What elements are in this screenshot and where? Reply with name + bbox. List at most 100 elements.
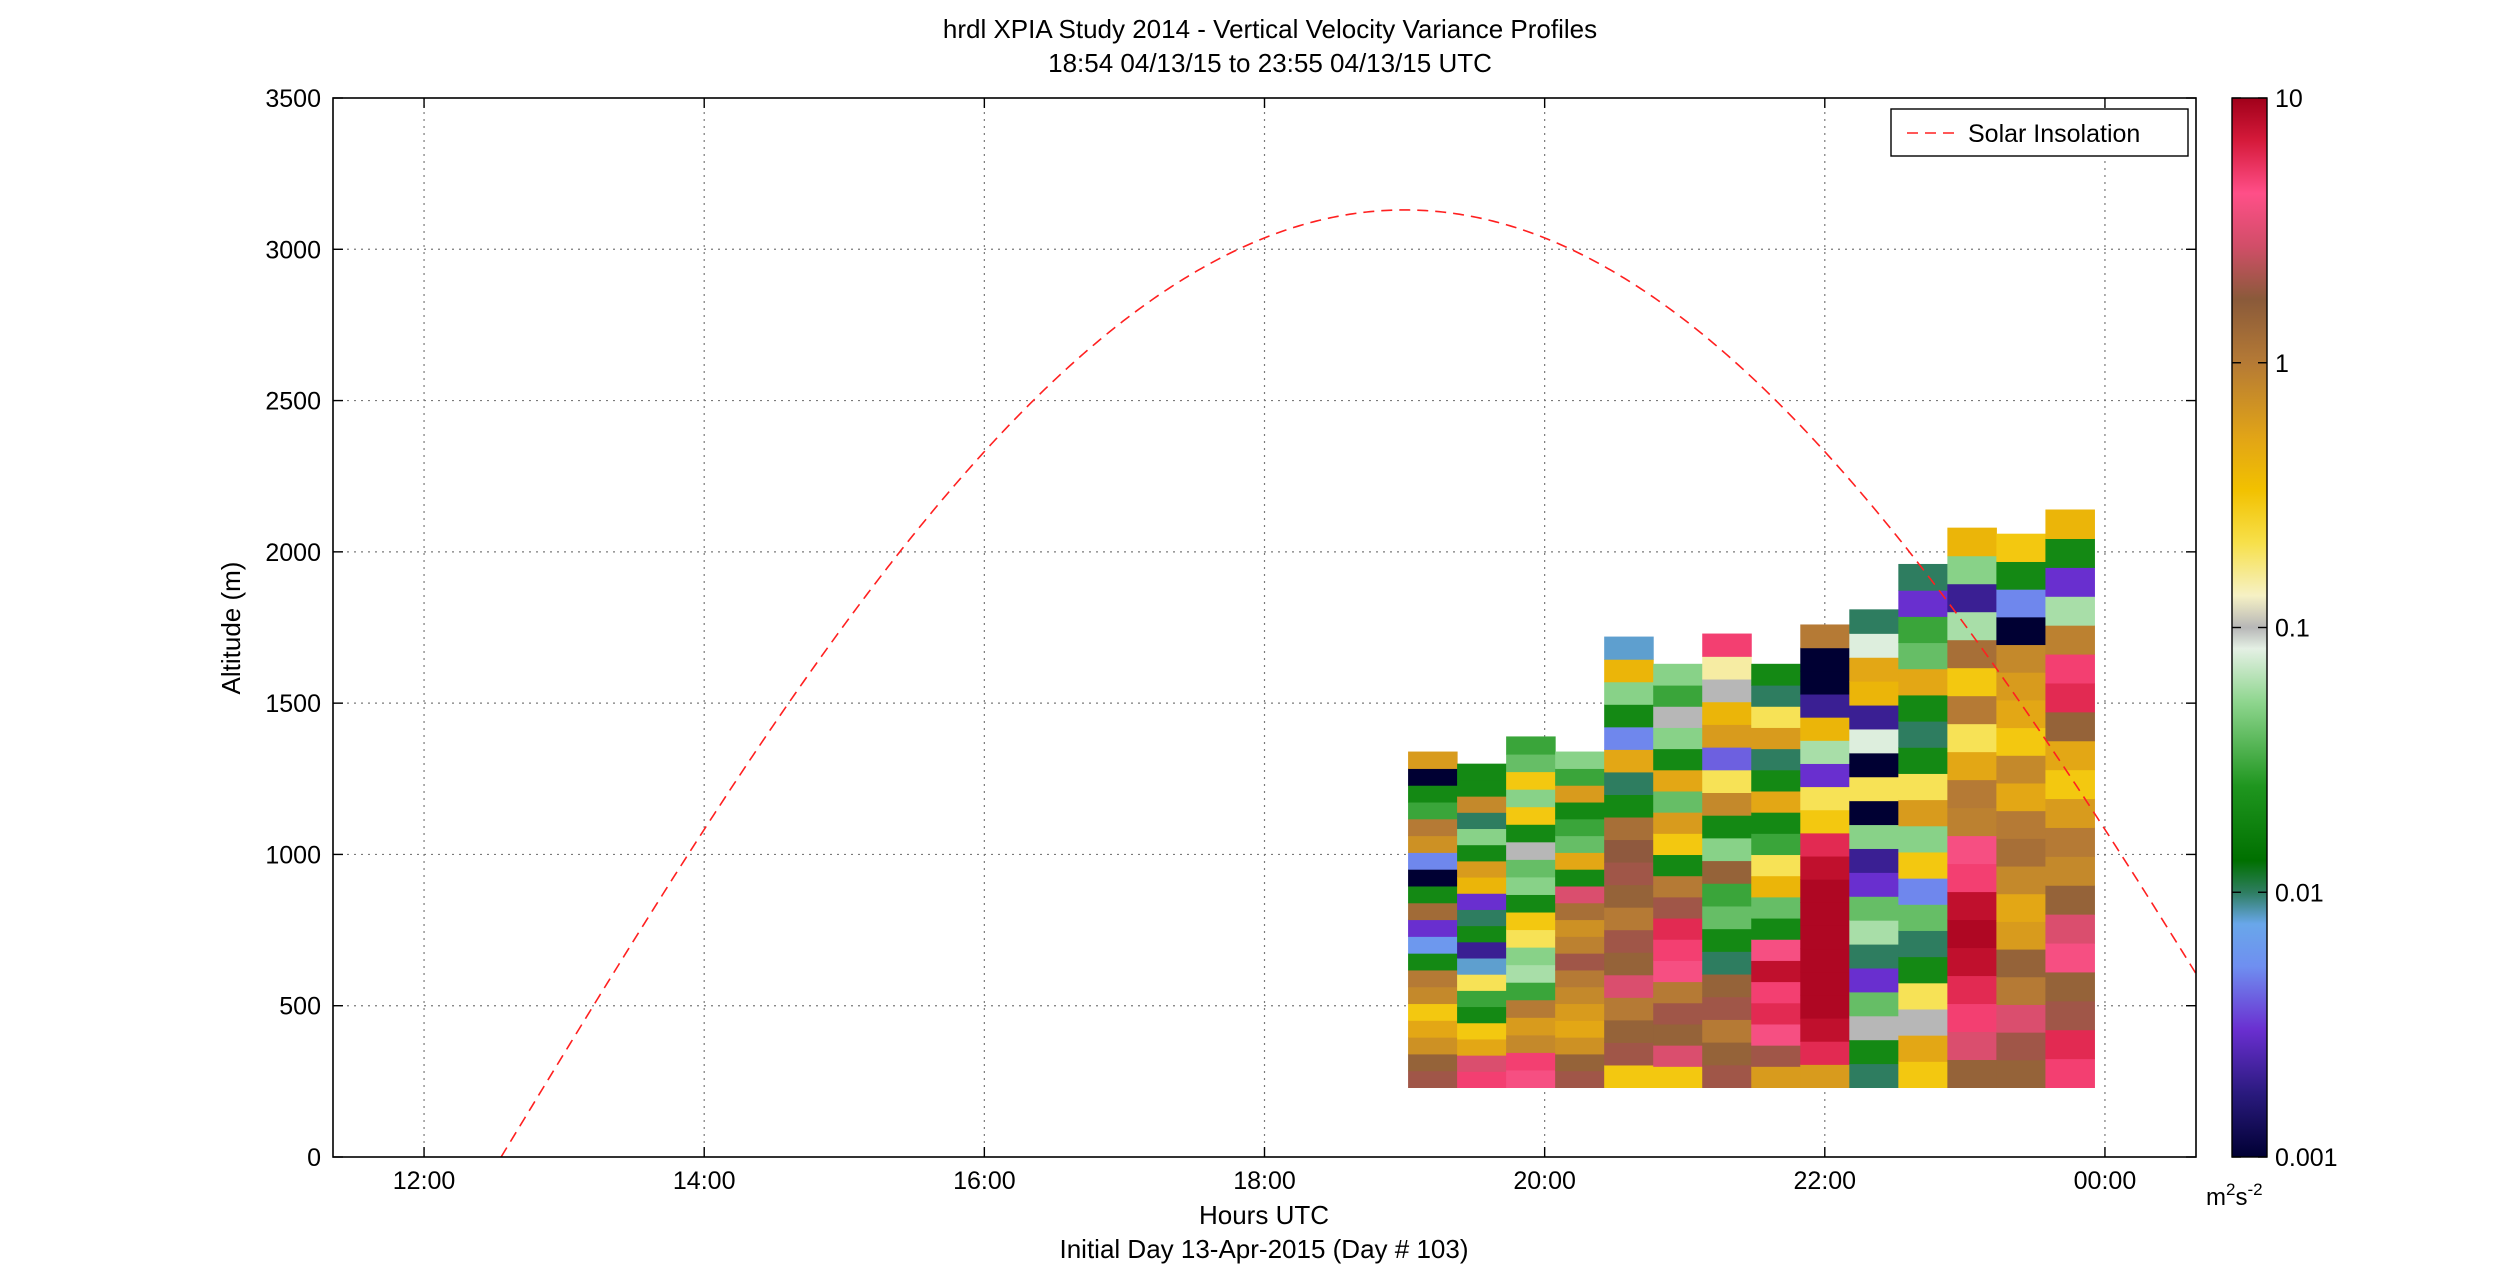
variance-cell — [1653, 960, 1703, 983]
variance-cell — [1702, 701, 1752, 725]
variance-cell — [1408, 785, 1458, 803]
variance-cell — [1849, 657, 1899, 682]
variance-cell — [1653, 663, 1703, 686]
variance-cell — [1408, 835, 1458, 853]
variance-cell — [1947, 1059, 1997, 1089]
variance-cell — [1947, 835, 1997, 865]
variance-cell — [1555, 785, 1605, 803]
variance-cell — [1555, 986, 1605, 1005]
variance-cell — [1653, 939, 1703, 961]
x-axis-ticks: 12:00 14:00 16:00 18:00 20:00 22:00 00:00 — [393, 98, 2136, 1195]
variance-cell — [1702, 724, 1752, 748]
variance-cell — [1457, 1006, 1507, 1024]
variance-cell — [1457, 1071, 1507, 1089]
variance-cell — [1947, 947, 1997, 977]
variance-cell — [1702, 928, 1752, 952]
variance-cell — [1898, 1035, 1948, 1062]
variance-cell — [1996, 782, 2046, 812]
variance-cell — [1457, 796, 1507, 813]
variance-cell — [1653, 769, 1703, 792]
variance-cell — [1800, 624, 1850, 649]
variance-cell — [1408, 869, 1458, 887]
variance-cell — [1849, 943, 1899, 969]
y-tick-label: 500 — [279, 993, 321, 1021]
variance-cell — [1849, 872, 1899, 897]
variance-cell — [1996, 948, 2046, 978]
variance-cell — [1898, 694, 1948, 722]
variance-cell — [1751, 896, 1801, 919]
variance-cell — [1457, 1055, 1507, 1072]
variance-cell — [1996, 644, 2046, 673]
variance-cell — [1408, 751, 1458, 769]
variance-cell — [1506, 1017, 1556, 1036]
variance-cell — [1947, 555, 1997, 585]
variance-cell — [1555, 869, 1605, 887]
variance-cell — [1702, 837, 1752, 862]
variance-cell — [1849, 776, 1899, 802]
variance-cell — [1653, 896, 1703, 919]
variance-cell — [1947, 527, 1997, 557]
variance-cell — [1898, 956, 1948, 984]
variance-cell — [1457, 876, 1507, 894]
variance-cell — [2045, 711, 2095, 742]
variance-cell — [1898, 668, 1948, 696]
variance-cell — [1408, 969, 1458, 988]
colorbar-ticks: 10 1 0.1 0.01 0.001 — [2232, 85, 2338, 1172]
variance-cell — [1604, 636, 1654, 660]
variance-cell — [1947, 639, 1997, 669]
variance-cell — [1653, 875, 1703, 898]
colorbar-tick-label: 10 — [2275, 85, 2303, 113]
variance-cell — [1751, 960, 1801, 983]
variance-cell — [1947, 779, 1997, 809]
variance-cell — [1800, 994, 1850, 1019]
y-tick-label: 1000 — [265, 841, 321, 869]
variance-cell — [1947, 583, 1997, 613]
variance-cell — [1800, 1041, 1850, 1065]
variance-cell — [2045, 596, 2095, 626]
variance-cell — [1849, 728, 1899, 754]
variance-cell — [1947, 891, 1997, 921]
y-tick-label: 2500 — [265, 388, 321, 416]
variance-cell — [2045, 509, 2095, 539]
variance-cell — [1457, 941, 1507, 959]
variance-cell — [1751, 706, 1801, 728]
variance-cell — [1555, 969, 1605, 988]
variance-cell — [1751, 790, 1801, 813]
x-tick-label: 00:00 — [2074, 1167, 2137, 1195]
variance-cell — [1457, 844, 1507, 862]
variance-cell — [1457, 860, 1507, 878]
variance-cell — [1555, 936, 1605, 954]
variance-cell — [1849, 633, 1899, 658]
variance-cell — [1408, 902, 1458, 921]
variance-cell — [1702, 973, 1752, 998]
x-tick-label: 20:00 — [1513, 1167, 1576, 1195]
y-tick-label: 1500 — [265, 690, 321, 718]
variance-cell — [1996, 976, 2046, 1005]
variance-cell — [1408, 852, 1458, 870]
variance-cell — [1947, 863, 1997, 893]
variance-cell — [1996, 1032, 2046, 1061]
variance-cell — [1604, 659, 1654, 683]
colorbar-tick-label: 0.1 — [2275, 615, 2310, 643]
variance-cell — [1751, 1002, 1801, 1025]
y-tick-label: 2000 — [265, 539, 321, 567]
variance-cell — [1653, 706, 1703, 728]
chart-subtitle: 18:54 04/13/15 to 23:55 04/13/15 UTC — [1048, 48, 1492, 78]
variance-cell — [1653, 1023, 1703, 1046]
variance-cell — [1555, 1070, 1605, 1089]
variance-cell — [1849, 609, 1899, 634]
variance-cell — [1702, 769, 1752, 793]
variance-cell — [1849, 967, 1899, 993]
variance-cell — [1702, 1064, 1752, 1089]
variance-cell — [1457, 828, 1507, 846]
variance-cell — [1751, 1066, 1801, 1089]
colorbar: 10 1 0.1 0.01 0.001 m2s-2 — [2206, 85, 2338, 1211]
variance-cell — [1653, 1002, 1703, 1025]
variance-cell — [1800, 717, 1850, 741]
variance-cell — [1506, 736, 1556, 755]
variance-cell — [1653, 981, 1703, 1004]
variance-cell — [1506, 806, 1556, 825]
variance-cell — [1457, 1022, 1507, 1040]
variance-cell — [2045, 1058, 2095, 1089]
variance-cell — [1898, 1061, 1948, 1089]
